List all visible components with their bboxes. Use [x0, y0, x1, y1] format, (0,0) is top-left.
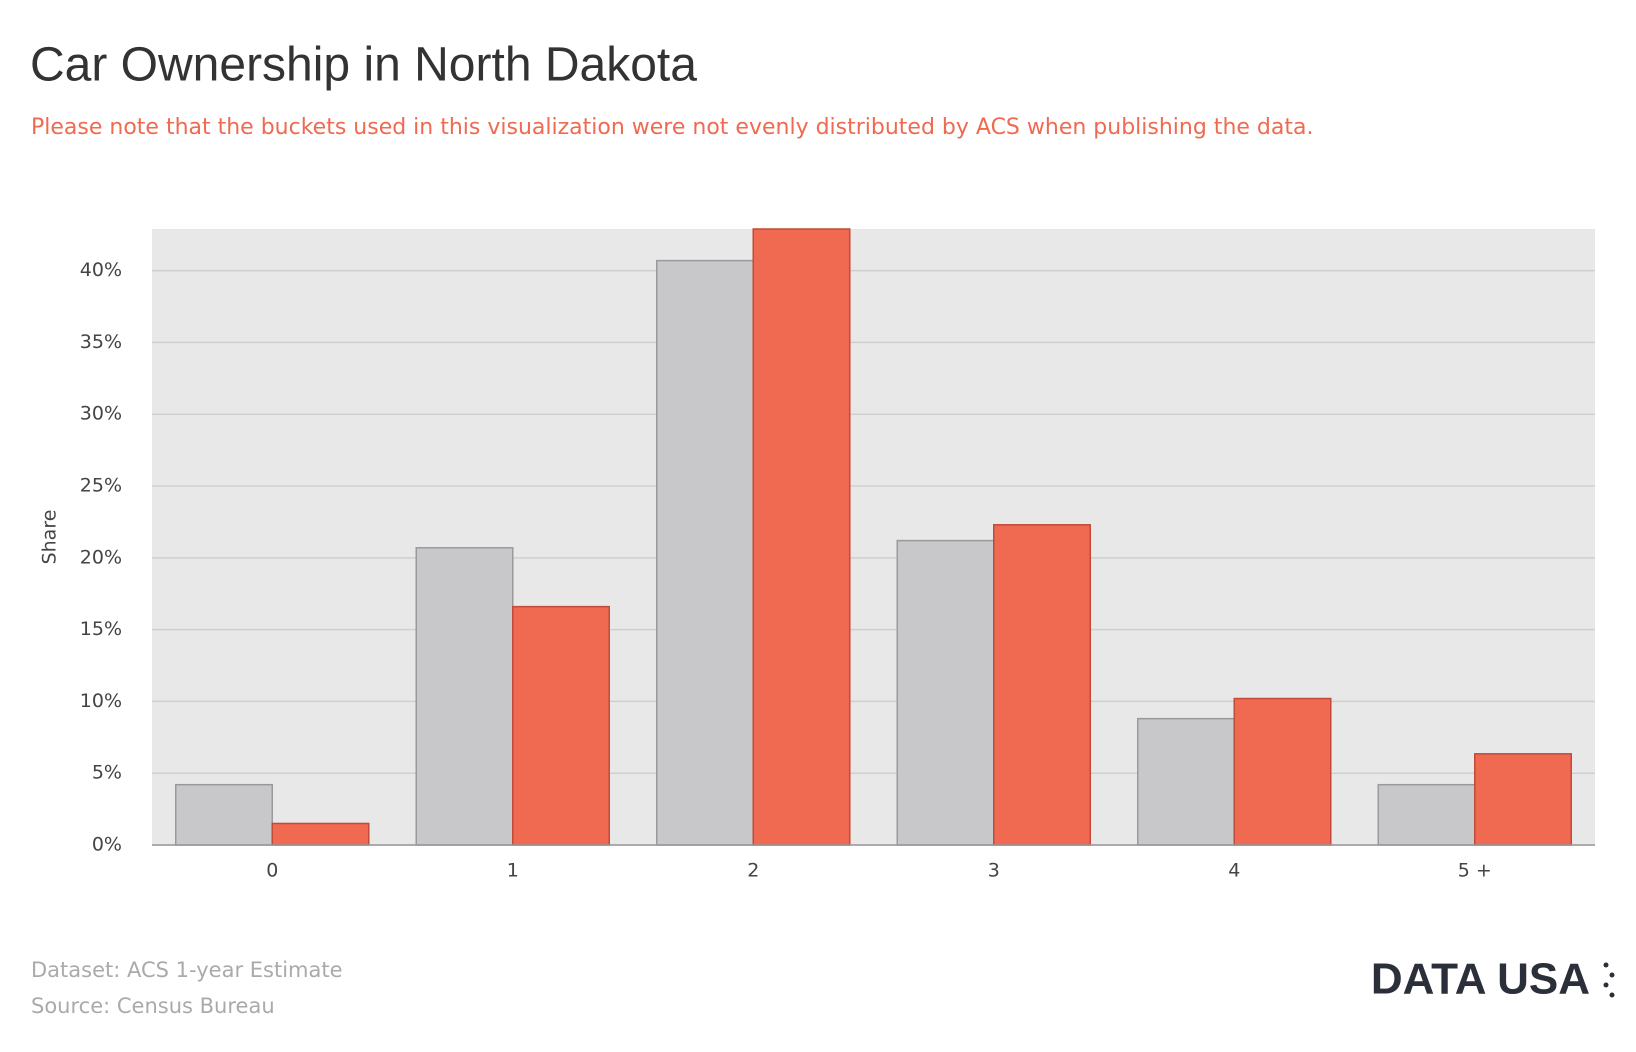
plot: 0% 5% 10% 15% 20% 25% 30% 35% 40% 0 1 2 3 4 5 + [80, 228, 1595, 882]
bar [993, 524, 1091, 846]
y-tick-label: 35% [80, 331, 122, 353]
y-tick-label: 30% [80, 403, 122, 425]
y-tick-label: 15% [80, 618, 122, 640]
bar [175, 783, 273, 846]
y-axis-title: Share [39, 510, 61, 565]
plot-background [152, 229, 1595, 845]
y-tick-label: 40% [80, 259, 122, 281]
y-tick-label: 20% [80, 546, 122, 568]
dataset-note: Dataset: ACS 1-year Estimate [31, 958, 343, 982]
y-tick-label: 5% [92, 762, 122, 784]
y-tick-label: 25% [80, 475, 122, 497]
bar [752, 228, 851, 846]
x-tick-label: 2 [747, 860, 759, 882]
bar [512, 605, 610, 846]
bar [896, 539, 995, 846]
source-note: Source: Census Bureau [31, 994, 275, 1018]
bar [1233, 697, 1332, 846]
x-tick-label: 0 [266, 860, 278, 882]
x-tick-label: 4 [1228, 860, 1240, 882]
x-tick-label: 5 + [1458, 860, 1492, 882]
bar [1377, 783, 1476, 846]
x-tick-label: 3 [988, 860, 1000, 882]
logo: DATA USA [1371, 955, 1590, 1004]
bar [1137, 717, 1235, 846]
x-tick-label: 1 [507, 860, 519, 882]
y-tick-label: 0% [92, 834, 122, 856]
y-tick-label: 10% [80, 690, 122, 712]
bar [271, 822, 370, 846]
logo-stars [1603, 962, 1615, 998]
bar [1474, 753, 1572, 846]
chart-title: Car Ownership in North Dakota [30, 39, 697, 92]
chart-subtitle: Please note that the buckets used in thi… [31, 115, 1313, 140]
bar [415, 547, 514, 846]
bar [656, 259, 754, 846]
